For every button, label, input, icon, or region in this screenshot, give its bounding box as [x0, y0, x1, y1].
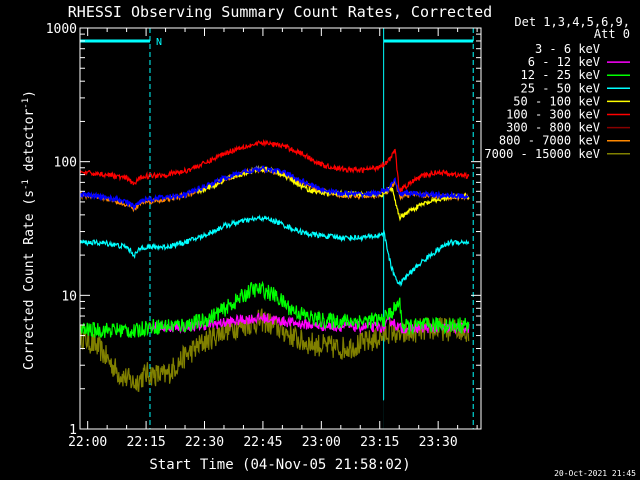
- x-tick-label: 23:30: [419, 435, 458, 450]
- y-ticks: 1 10 100 1000: [46, 22, 481, 438]
- axes-layer: [79, 27, 482, 430]
- x-tick-label: 22:45: [243, 435, 282, 450]
- series-black-segment: [383, 386, 396, 429]
- series-line: [80, 280, 470, 339]
- y-axis-label: Corrected Count Rate (s-1 detector-1): [21, 90, 37, 370]
- x-ticks: 22:00 22:15 22:30 22:45 23:00 23:15 23:30: [68, 28, 478, 450]
- y-axis-label-part2: detector: [22, 109, 37, 180]
- legend-entry-label: 100 - 300 keV: [506, 108, 600, 122]
- legend-header-line1: Det 1,3,4,5,6,9,: [514, 15, 630, 29]
- x-tick-label: 22:15: [127, 435, 166, 450]
- legend-entry-label: 7000 - 15000 keV: [484, 147, 600, 161]
- night-marker-label: N: [156, 37, 162, 48]
- legend-entry-label: 12 - 25 keV: [521, 68, 600, 82]
- legend-entry-label: 3 - 6 keV: [535, 42, 600, 56]
- legend-entry-label: 800 - 7000 keV: [499, 134, 600, 148]
- y-tick-label: 10: [61, 289, 77, 304]
- x-tick-label: 23:00: [302, 435, 341, 450]
- y-axis-label-part3: ): [22, 90, 37, 98]
- legend-entry-label: 300 - 800 keV: [506, 121, 600, 135]
- legend-entry-label: 50 - 100 keV: [513, 94, 600, 108]
- x-tick-label: 22:30: [185, 435, 224, 450]
- series-line: [80, 139, 470, 193]
- y-axis-label-sup2: -1: [21, 98, 31, 109]
- x-axis-label: Start Time (04-Nov-05 21:58:02): [149, 457, 410, 473]
- timestamp: 20-Oct-2021 21:45: [554, 469, 636, 478]
- x-tick-label: 22:00: [68, 435, 107, 450]
- series-line: [196, 164, 470, 222]
- series-line-blue: [80, 164, 470, 211]
- legend-header-line2: Att 0: [594, 27, 630, 41]
- plot-frame: [79, 27, 482, 430]
- y-axis-label-sup1: -1: [21, 179, 31, 190]
- series-layer: [80, 139, 470, 429]
- y-axis-label-part1: Corrected Count Rate (s: [22, 190, 37, 370]
- y-tick-label: 100: [54, 156, 77, 171]
- y-tick-label: 1: [69, 423, 77, 438]
- legend-entry-label: 25 - 50 keV: [521, 81, 600, 95]
- series-line: [80, 214, 470, 288]
- x-tick-label: 23:15: [360, 435, 399, 450]
- y-tick-label: 1000: [46, 22, 77, 37]
- series-black-segment: [207, 341, 291, 429]
- legend-entry-label: 6 - 12 keV: [528, 55, 600, 69]
- chart-title: RHESSI Observing Summary Count Rates, Co…: [68, 3, 492, 21]
- series-line: [80, 308, 470, 393]
